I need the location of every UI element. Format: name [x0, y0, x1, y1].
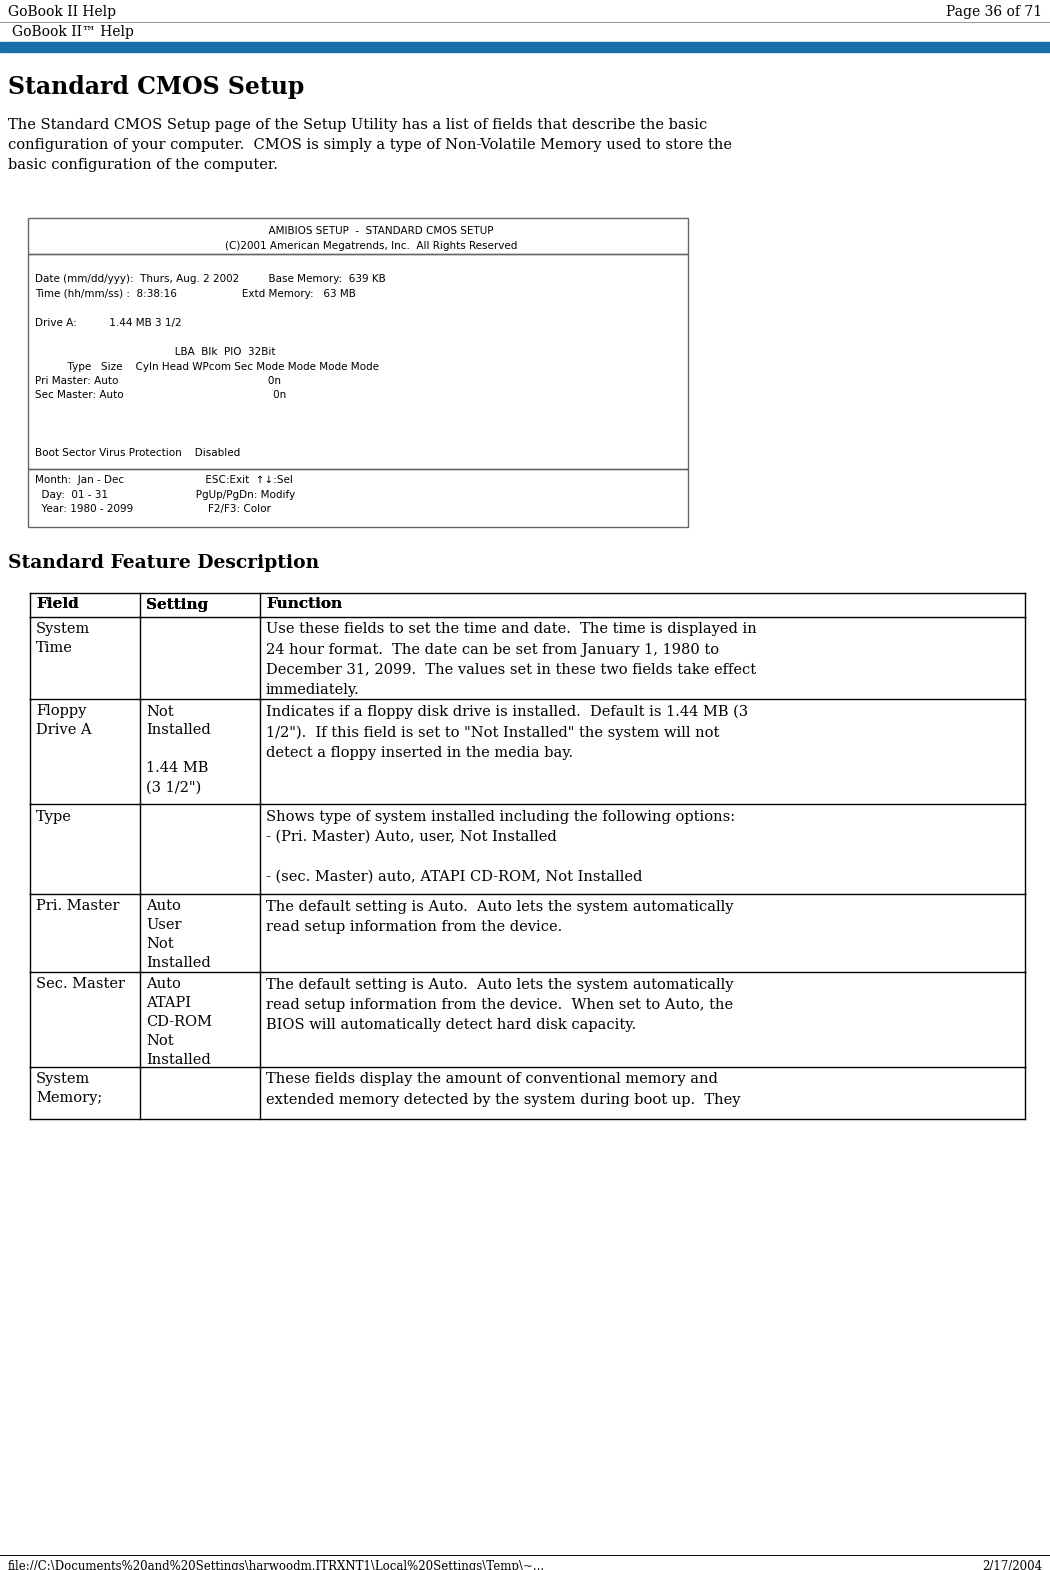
Text: Date (mm/dd/yyy):  Thurs, Aug. 2 2002         Base Memory:  639 KB: Date (mm/dd/yyy): Thurs, Aug. 2 2002 Bas… — [35, 275, 385, 284]
Text: Month:  Jan - Dec                         ESC:Exit  ↑↓:Sel: Month: Jan - Dec ESC:Exit ↑↓:Sel — [35, 476, 293, 485]
Text: Not
Installed

1.44 MB
(3 1/2"): Not Installed 1.44 MB (3 1/2") — [146, 705, 211, 794]
Text: System
Memory;: System Memory; — [36, 1072, 102, 1105]
Text: Indicates if a floppy disk drive is installed.  Default is 1.44 MB (3
1/2").  If: Indicates if a floppy disk drive is inst… — [266, 705, 748, 760]
Text: The default setting is Auto.  Auto lets the system automatically
read setup info: The default setting is Auto. Auto lets t… — [266, 978, 734, 1031]
Bar — [28, 218, 688, 254]
Text: Function: Function — [266, 598, 342, 611]
Bar — [28, 469, 688, 526]
Text: Field: Field — [36, 598, 79, 611]
Text: System
Time: System Time — [36, 622, 90, 655]
Text: Function: Function — [266, 598, 342, 611]
Text: 2/17/2004: 2/17/2004 — [982, 1561, 1042, 1570]
Text: LBA  Blk  PIO  32Bit: LBA Blk PIO 32Bit — [35, 347, 275, 356]
Text: Floppy
Drive A: Floppy Drive A — [36, 705, 91, 738]
Text: Page 36 of 71: Page 36 of 71 — [946, 5, 1042, 19]
Bar — [0, 42, 1050, 52]
Text: Pri Master: Auto                                              0n: Pri Master: Auto 0n — [35, 375, 281, 386]
Bar — [28, 254, 688, 469]
Text: GoBook II™ Help: GoBook II™ Help — [12, 25, 134, 39]
Text: Time (hh/mm/ss) :  8:38:16                    Extd Memory:   63 MB: Time (hh/mm/ss) : 8:38:16 Extd Memory: 6… — [35, 289, 356, 298]
Text: Setting: Setting — [146, 598, 208, 611]
Text: Auto
User
Not
Installed: Auto User Not Installed — [146, 900, 211, 970]
Text: AMIBIOS SETUP  -  STANDARD CMOS SETUP: AMIBIOS SETUP - STANDARD CMOS SETUP — [223, 226, 494, 236]
Text: Pri. Master: Pri. Master — [36, 900, 120, 914]
Text: Shows type of system installed including the following options:
- (Pri. Master) : Shows type of system installed including… — [266, 810, 735, 884]
Text: Standard CMOS Setup: Standard CMOS Setup — [8, 75, 304, 99]
Text: The Standard CMOS Setup page of the Setup Utility has a list of fields that desc: The Standard CMOS Setup page of the Setu… — [8, 118, 732, 173]
Text: Standard Feature Description: Standard Feature Description — [8, 554, 319, 573]
Text: Day:  01 - 31                           PgUp/PgDn: Modify: Day: 01 - 31 PgUp/PgDn: Modify — [35, 490, 295, 499]
Text: These fields display the amount of conventional memory and
extended memory detec: These fields display the amount of conve… — [266, 1072, 740, 1107]
Text: Sec Master: Auto                                              0n: Sec Master: Auto 0n — [35, 391, 287, 400]
Text: Drive A:          1.44 MB 3 1/2: Drive A: 1.44 MB 3 1/2 — [35, 319, 182, 328]
Text: Type: Type — [36, 810, 71, 824]
Text: Sec. Master: Sec. Master — [36, 978, 125, 992]
Text: Type   Size    Cyln Head WPcom Sec Mode Mode Mode Mode: Type Size Cyln Head WPcom Sec Mode Mode … — [35, 361, 379, 372]
Text: Boot Sector Virus Protection    Disabled: Boot Sector Virus Protection Disabled — [35, 449, 240, 458]
Text: Auto
ATAPI
CD-ROM
Not
Installed: Auto ATAPI CD-ROM Not Installed — [146, 978, 212, 1068]
Text: Field: Field — [36, 598, 79, 611]
Text: The default setting is Auto.  Auto lets the system automatically
read setup info: The default setting is Auto. Auto lets t… — [266, 900, 734, 934]
Text: Use these fields to set the time and date.  The time is displayed in
24 hour for: Use these fields to set the time and dat… — [266, 622, 757, 697]
Text: file://C:\Documents%20and%20Settings\harwoodm.ITRXNT1\Local%20Settings\Temp\~...: file://C:\Documents%20and%20Settings\har… — [8, 1561, 545, 1570]
Text: GoBook II Help: GoBook II Help — [8, 5, 116, 19]
Text: (C)2001 American Megatrends, Inc.  All Rights Reserved: (C)2001 American Megatrends, Inc. All Ri… — [198, 242, 518, 251]
Text: Setting: Setting — [146, 598, 208, 611]
Text: Year: 1980 - 2099                       F2/F3: Color: Year: 1980 - 2099 F2/F3: Color — [35, 504, 271, 513]
